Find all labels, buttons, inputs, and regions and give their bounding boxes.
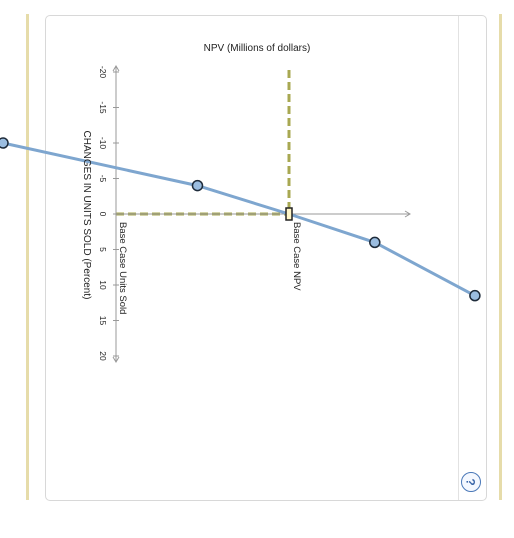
data-point[interactable] bbox=[0, 137, 9, 149]
help-button[interactable]: ? bbox=[461, 472, 481, 492]
graph-panel bbox=[45, 15, 487, 501]
npv-axis-arrow bbox=[404, 210, 411, 218]
tick-label: 20 bbox=[98, 351, 108, 361]
question-mark-icon: ? bbox=[464, 478, 478, 486]
base-case-npv-label: Base Case NPV bbox=[291, 222, 302, 291]
axes: -20 -15 -10 -5 0 5 10 15 20 bbox=[98, 65, 411, 363]
reference-lines bbox=[116, 70, 291, 216]
tick-label: 10 bbox=[98, 280, 108, 290]
series-line bbox=[2, 141, 476, 297]
base-case-units-sold-label: Base Case Units Sold bbox=[117, 222, 128, 314]
tick-label: -15 bbox=[98, 101, 108, 114]
units-axis-arrow-bottom bbox=[112, 356, 120, 363]
data-point[interactable] bbox=[369, 236, 381, 249]
data-point[interactable] bbox=[469, 289, 481, 302]
tick-label: -5 bbox=[98, 175, 108, 183]
tick-label: 0 bbox=[98, 212, 108, 217]
tick-label: -20 bbox=[98, 66, 108, 79]
tick-label: 5 bbox=[98, 247, 108, 252]
chart-title: NPV (Millions of dollars) bbox=[204, 43, 311, 54]
data-point[interactable] bbox=[191, 179, 204, 192]
units-axis-arrow-top bbox=[112, 65, 120, 72]
series[interactable] bbox=[0, 137, 481, 302]
panel-divider bbox=[458, 16, 459, 500]
base-case-marker[interactable] bbox=[285, 207, 293, 221]
tick-label: -10 bbox=[98, 137, 108, 150]
y-axis-label: CHANGES IN UNITS SOLD (Percent) bbox=[81, 131, 92, 300]
tick-label: 15 bbox=[98, 316, 108, 326]
right-rail bbox=[499, 14, 502, 500]
left-rail bbox=[26, 14, 29, 500]
labels: NPV (Millions of dollars) CHANGES IN UNI… bbox=[81, 43, 310, 314]
